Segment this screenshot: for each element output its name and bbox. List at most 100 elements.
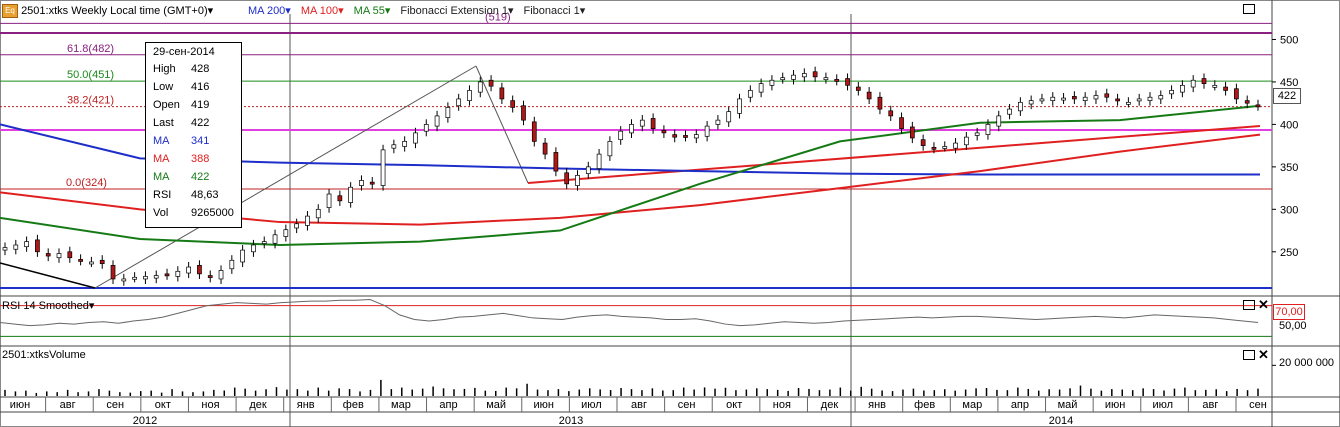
infobox-key: Open (153, 99, 180, 111)
infobox-row: MA 422 (153, 171, 241, 187)
candle-body (251, 244, 256, 253)
rsi-menu-arrow[interactable]: ▾ (88, 300, 95, 312)
infobox-row: Vol 9265000 (153, 207, 241, 223)
candle-body (1018, 101, 1023, 112)
candle-body (413, 132, 418, 144)
month-label: янв (868, 399, 886, 411)
candle-body (445, 107, 451, 118)
month-label: июн (1105, 399, 1125, 411)
candle-body (175, 270, 181, 277)
month-label: июл (1152, 399, 1173, 411)
legend-item[interactable]: Fibonacci 1▾ (523, 5, 586, 17)
candle-body (726, 111, 732, 123)
candle-body (834, 79, 840, 82)
candle-body (639, 119, 645, 127)
candle-body (553, 152, 559, 172)
infobox-date: 29-сен-2014 (153, 46, 215, 58)
candle-body (229, 259, 235, 270)
volume-tick-label: 20 000 000 (1279, 357, 1335, 369)
month-label: июл (581, 399, 602, 411)
candle-body (456, 98, 462, 107)
legend-item[interactable]: MA 55▾ (353, 5, 391, 17)
candle-body (931, 146, 937, 150)
month-label: авг (631, 399, 647, 411)
close-rsi-icon[interactable]: ✕ (1258, 297, 1269, 312)
month-label: окт (155, 399, 171, 411)
legend-item[interactable]: Fibonacci Extension 1▾ (400, 5, 514, 17)
y-tick-label: 450 (1280, 77, 1298, 89)
maximize-main-icon[interactable] (1243, 4, 1255, 14)
maximize-volume-icon[interactable] (1243, 350, 1255, 360)
candle-body (531, 121, 537, 142)
month-label: фев (914, 399, 935, 411)
infobox-key: Last (153, 117, 174, 129)
candle-body (1093, 95, 1099, 100)
candle-body (391, 144, 397, 149)
volume-panel-title: 2501:xtksVolume (2, 349, 86, 361)
candle-body (791, 74, 796, 80)
month-label: фев (343, 399, 364, 411)
candle-body (197, 265, 202, 275)
y-tick-label: 250 (1280, 247, 1298, 259)
candle-body (1039, 98, 1045, 102)
month-label: авг (1202, 399, 1218, 411)
fib-level-label: 0.0(324) (66, 177, 107, 189)
candle-body (1158, 95, 1164, 100)
candle-body (99, 259, 105, 265)
infobox-row: RSI 48,63 (153, 189, 241, 205)
legend-item[interactable]: MA 200▾ (248, 5, 291, 17)
candle-body (261, 241, 267, 244)
menu-arrow[interactable]: ▾ (207, 5, 214, 17)
candle-body (78, 259, 83, 262)
legend-item[interactable]: MA 100▾ (300, 5, 344, 17)
y-tick-label: 350 (1280, 162, 1298, 174)
candle-body (942, 146, 948, 149)
candle-body (715, 119, 721, 125)
candle-body (899, 117, 904, 129)
candle-body (467, 90, 472, 101)
candle-body (1007, 108, 1012, 115)
ma-line (0, 104, 1261, 246)
candle-body (823, 77, 829, 81)
candle-body (953, 142, 958, 149)
candle-body (758, 83, 764, 93)
candle-body (359, 180, 364, 186)
candle-body (423, 124, 429, 132)
candle-body (24, 241, 29, 248)
month-label: июн (534, 399, 554, 411)
candle-body (56, 253, 62, 259)
candle-body (164, 273, 170, 277)
candle-body (67, 251, 73, 259)
candle-body (575, 175, 580, 186)
candle-body (1050, 96, 1056, 101)
candle-body (1082, 96, 1088, 101)
app-icon[interactable]: Eq (2, 4, 18, 19)
maximize-rsi-icon[interactable] (1243, 300, 1255, 310)
infobox-value: 428 (191, 63, 210, 75)
infobox-key: Low (153, 81, 174, 93)
candle-body (964, 136, 969, 146)
candle-body (272, 234, 278, 244)
candle-body (294, 223, 299, 229)
rsi-level-label: 70,00 (1273, 304, 1305, 320)
candle-body (704, 125, 710, 137)
candle-body (240, 249, 245, 263)
symbol-title[interactable]: 2501:xtks Weekly Local time (GMT+0) (21, 5, 208, 17)
candle-body (1104, 93, 1110, 98)
close-volume-icon[interactable]: ✕ (1258, 347, 1269, 362)
month-label: июн (10, 399, 30, 411)
candle-body (629, 124, 634, 134)
infobox-row: Open 419 (153, 99, 241, 115)
candle-body (510, 100, 516, 108)
rsi-line (0, 299, 1259, 327)
candle-body (380, 149, 386, 186)
data-window: 29-сен-2014 High 428 Low 416 Open 419 Last 422 M… (145, 42, 242, 228)
candle-body (369, 181, 375, 185)
rsi-panel-title[interactable]: RSI 14 Smoothed▾ (2, 299, 94, 312)
infobox-value: 388 (191, 153, 210, 165)
chart-header: Eq 2501:xtks Weekly Local time (GMT+0)▾ (2, 4, 214, 19)
candle-body (996, 115, 1002, 127)
year-label: 2014 (1049, 415, 1073, 427)
red-trend-line (527, 125, 1261, 184)
